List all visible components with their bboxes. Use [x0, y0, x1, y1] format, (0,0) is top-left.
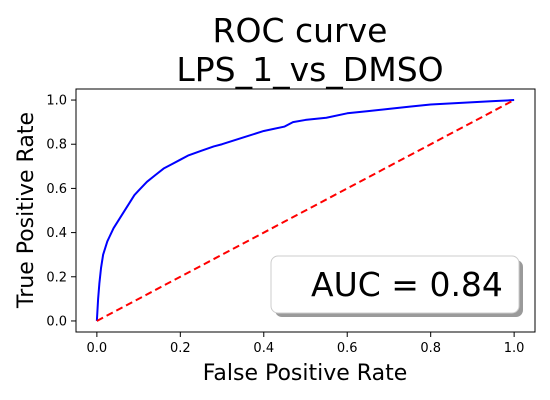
- chart-title-line-2: LPS_1_vs_DMSO: [176, 50, 443, 89]
- x-tick-label: 0.4: [253, 341, 274, 356]
- legend-auc-text: AUC = 0.84: [311, 265, 503, 304]
- y-tick-label: 0.4: [46, 226, 67, 241]
- auc-legend: AUC = 0.84: [271, 256, 523, 317]
- x-tick-label: 1.0: [504, 341, 525, 356]
- y-tick-label: 0.2: [46, 270, 67, 285]
- x-tick-label: 0.0: [87, 341, 108, 356]
- chart-title-line-1: ROC curve: [213, 11, 388, 50]
- x-tick-label: 0.6: [337, 341, 358, 356]
- x-tick-label: 0.2: [170, 341, 191, 356]
- y-axis-label: True Positive Rate: [14, 112, 39, 309]
- y-tick-label: 0.6: [46, 182, 67, 197]
- x-tick-label: 0.8: [420, 341, 441, 356]
- x-axis-label: False Positive Rate: [203, 361, 407, 386]
- y-tick-label: 1.0: [46, 94, 67, 109]
- y-tick-label: 0.0: [46, 314, 67, 329]
- y-tick-label: 0.8: [46, 138, 67, 153]
